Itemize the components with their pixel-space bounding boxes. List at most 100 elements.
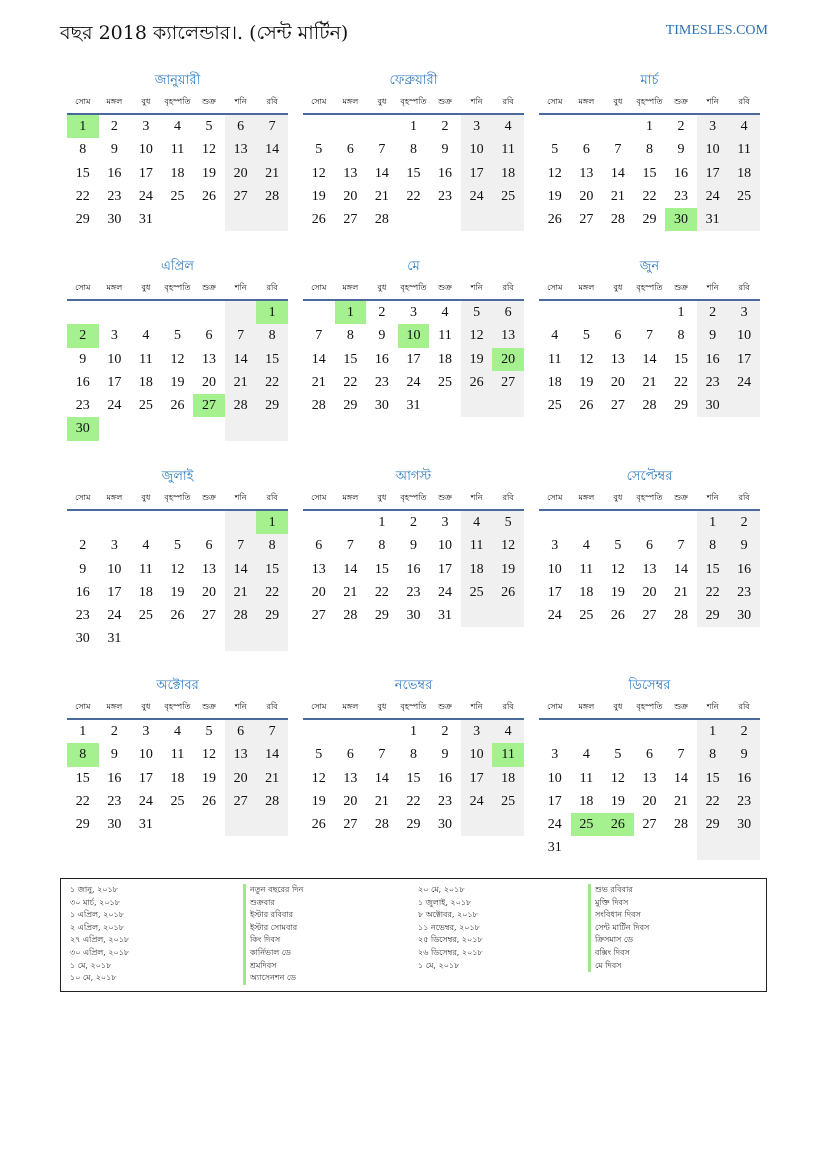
day-cell[interactable]: 8: [346, 328, 354, 344]
day-cell[interactable]: 9: [110, 142, 118, 158]
day-cell[interactable]: 15: [696, 766, 729, 790]
day-cell[interactable]: 21: [642, 374, 657, 390]
day-cell[interactable]: 2: [378, 305, 386, 320]
day-cell[interactable]: 26: [492, 580, 524, 605]
day-cell[interactable]: 27: [343, 817, 358, 833]
day-cell[interactable]: 14: [674, 770, 689, 786]
day-cell[interactable]: 31: [547, 840, 562, 856]
day-cell[interactable]: 7: [256, 720, 288, 744]
day-cell[interactable]: 9: [677, 142, 685, 158]
holiday-day-cell[interactable]: 8: [67, 743, 99, 767]
day-cell[interactable]: 26: [202, 793, 217, 809]
day-cell[interactable]: 10: [547, 561, 562, 577]
day-cell[interactable]: 25: [460, 580, 493, 605]
day-cell[interactable]: 13: [202, 561, 217, 577]
holiday-day-cell[interactable]: 1: [256, 511, 288, 535]
day-cell[interactable]: 26: [579, 398, 594, 414]
day-cell[interactable]: 21: [256, 766, 288, 790]
day-cell[interactable]: 28: [610, 212, 625, 228]
day-cell[interactable]: 16: [107, 165, 122, 181]
day-cell[interactable]: 24: [547, 608, 562, 624]
day-cell[interactable]: 22: [374, 584, 389, 600]
day-cell[interactable]: 11: [579, 770, 594, 786]
day-cell[interactable]: 8: [256, 324, 288, 348]
day-cell[interactable]: 30: [107, 212, 122, 228]
day-cell[interactable]: 23: [438, 793, 453, 809]
day-cell[interactable]: 15: [374, 561, 389, 577]
day-cell[interactable]: 7: [378, 747, 386, 763]
day-cell[interactable]: 8: [645, 142, 653, 158]
day-cell[interactable]: 25: [438, 374, 453, 390]
day-cell[interactable]: 27: [343, 212, 358, 228]
day-cell[interactable]: 23: [696, 370, 729, 395]
day-cell[interactable]: 15: [406, 770, 421, 786]
day-cell[interactable]: 4: [728, 115, 760, 139]
day-cell[interactable]: 27: [492, 370, 524, 395]
day-cell[interactable]: 22: [674, 374, 689, 390]
day-cell[interactable]: 13: [642, 561, 657, 577]
day-cell[interactable]: 4: [173, 119, 181, 134]
day-cell[interactable]: 14: [642, 351, 657, 367]
day-cell[interactable]: 7: [614, 142, 622, 158]
day-cell[interactable]: 27: [202, 608, 217, 624]
day-cell[interactable]: 16: [728, 766, 760, 790]
day-cell[interactable]: 7: [224, 534, 257, 558]
day-cell[interactable]: 12: [579, 351, 594, 367]
day-cell[interactable]: 20: [343, 188, 358, 204]
day-cell[interactable]: 3: [551, 538, 559, 554]
day-cell[interactable]: 29: [642, 212, 657, 228]
holiday-day-cell[interactable]: 20: [492, 347, 524, 371]
day-cell[interactable]: 24: [406, 374, 421, 390]
day-cell[interactable]: 12: [170, 351, 185, 367]
day-cell[interactable]: 5: [614, 747, 622, 763]
day-cell[interactable]: 8: [409, 142, 417, 158]
day-cell[interactable]: 13: [642, 770, 657, 786]
day-cell[interactable]: 17: [406, 351, 421, 367]
day-cell[interactable]: 5: [173, 538, 181, 554]
day-cell[interactable]: 10: [728, 324, 760, 348]
day-cell[interactable]: 3: [460, 115, 493, 139]
day-cell[interactable]: 25: [579, 608, 594, 624]
day-cell[interactable]: 1: [696, 720, 729, 744]
day-cell[interactable]: 6: [645, 747, 653, 763]
day-cell[interactable]: 4: [142, 538, 150, 554]
day-cell[interactable]: 1: [409, 119, 417, 134]
day-cell[interactable]: 20: [202, 584, 217, 600]
holiday-day-cell[interactable]: 1: [256, 301, 288, 325]
day-cell[interactable]: 10: [107, 351, 122, 367]
day-cell[interactable]: 16: [438, 165, 453, 181]
day-cell[interactable]: 20: [642, 793, 657, 809]
day-cell[interactable]: 9: [79, 351, 87, 367]
day-cell[interactable]: 7: [315, 328, 323, 344]
day-cell[interactable]: 31: [138, 817, 153, 833]
day-cell[interactable]: 31: [107, 631, 122, 647]
holiday-day-cell[interactable]: 10: [397, 324, 430, 348]
day-cell[interactable]: 6: [582, 142, 590, 158]
day-cell[interactable]: 4: [492, 115, 524, 139]
day-cell[interactable]: 5: [315, 747, 323, 763]
day-cell[interactable]: 5: [492, 511, 524, 535]
day-cell[interactable]: 26: [547, 212, 562, 228]
day-cell[interactable]: 23: [75, 398, 90, 414]
day-cell[interactable]: 12: [610, 770, 625, 786]
day-cell[interactable]: 18: [492, 766, 524, 790]
day-cell[interactable]: 30: [406, 608, 421, 624]
day-cell[interactable]: 21: [224, 370, 257, 395]
holiday-day-cell[interactable]: 26: [602, 813, 634, 837]
day-cell[interactable]: 3: [110, 538, 118, 554]
day-cell[interactable]: 12: [202, 142, 217, 158]
day-cell[interactable]: 17: [438, 561, 453, 577]
holiday-day-cell[interactable]: 1: [334, 301, 367, 325]
day-cell[interactable]: 2: [441, 724, 449, 739]
day-cell[interactable]: 24: [696, 184, 729, 209]
day-cell[interactable]: 17: [547, 793, 562, 809]
day-cell[interactable]: 23: [374, 374, 389, 390]
day-cell[interactable]: 17: [547, 584, 562, 600]
day-cell[interactable]: 16: [728, 557, 760, 581]
day-cell[interactable]: 16: [674, 165, 689, 181]
day-cell[interactable]: 28: [224, 604, 257, 628]
day-cell[interactable]: 12: [460, 324, 493, 348]
day-cell[interactable]: 20: [224, 766, 257, 790]
day-cell[interactable]: 17: [728, 347, 760, 371]
day-cell[interactable]: 23: [728, 789, 760, 814]
